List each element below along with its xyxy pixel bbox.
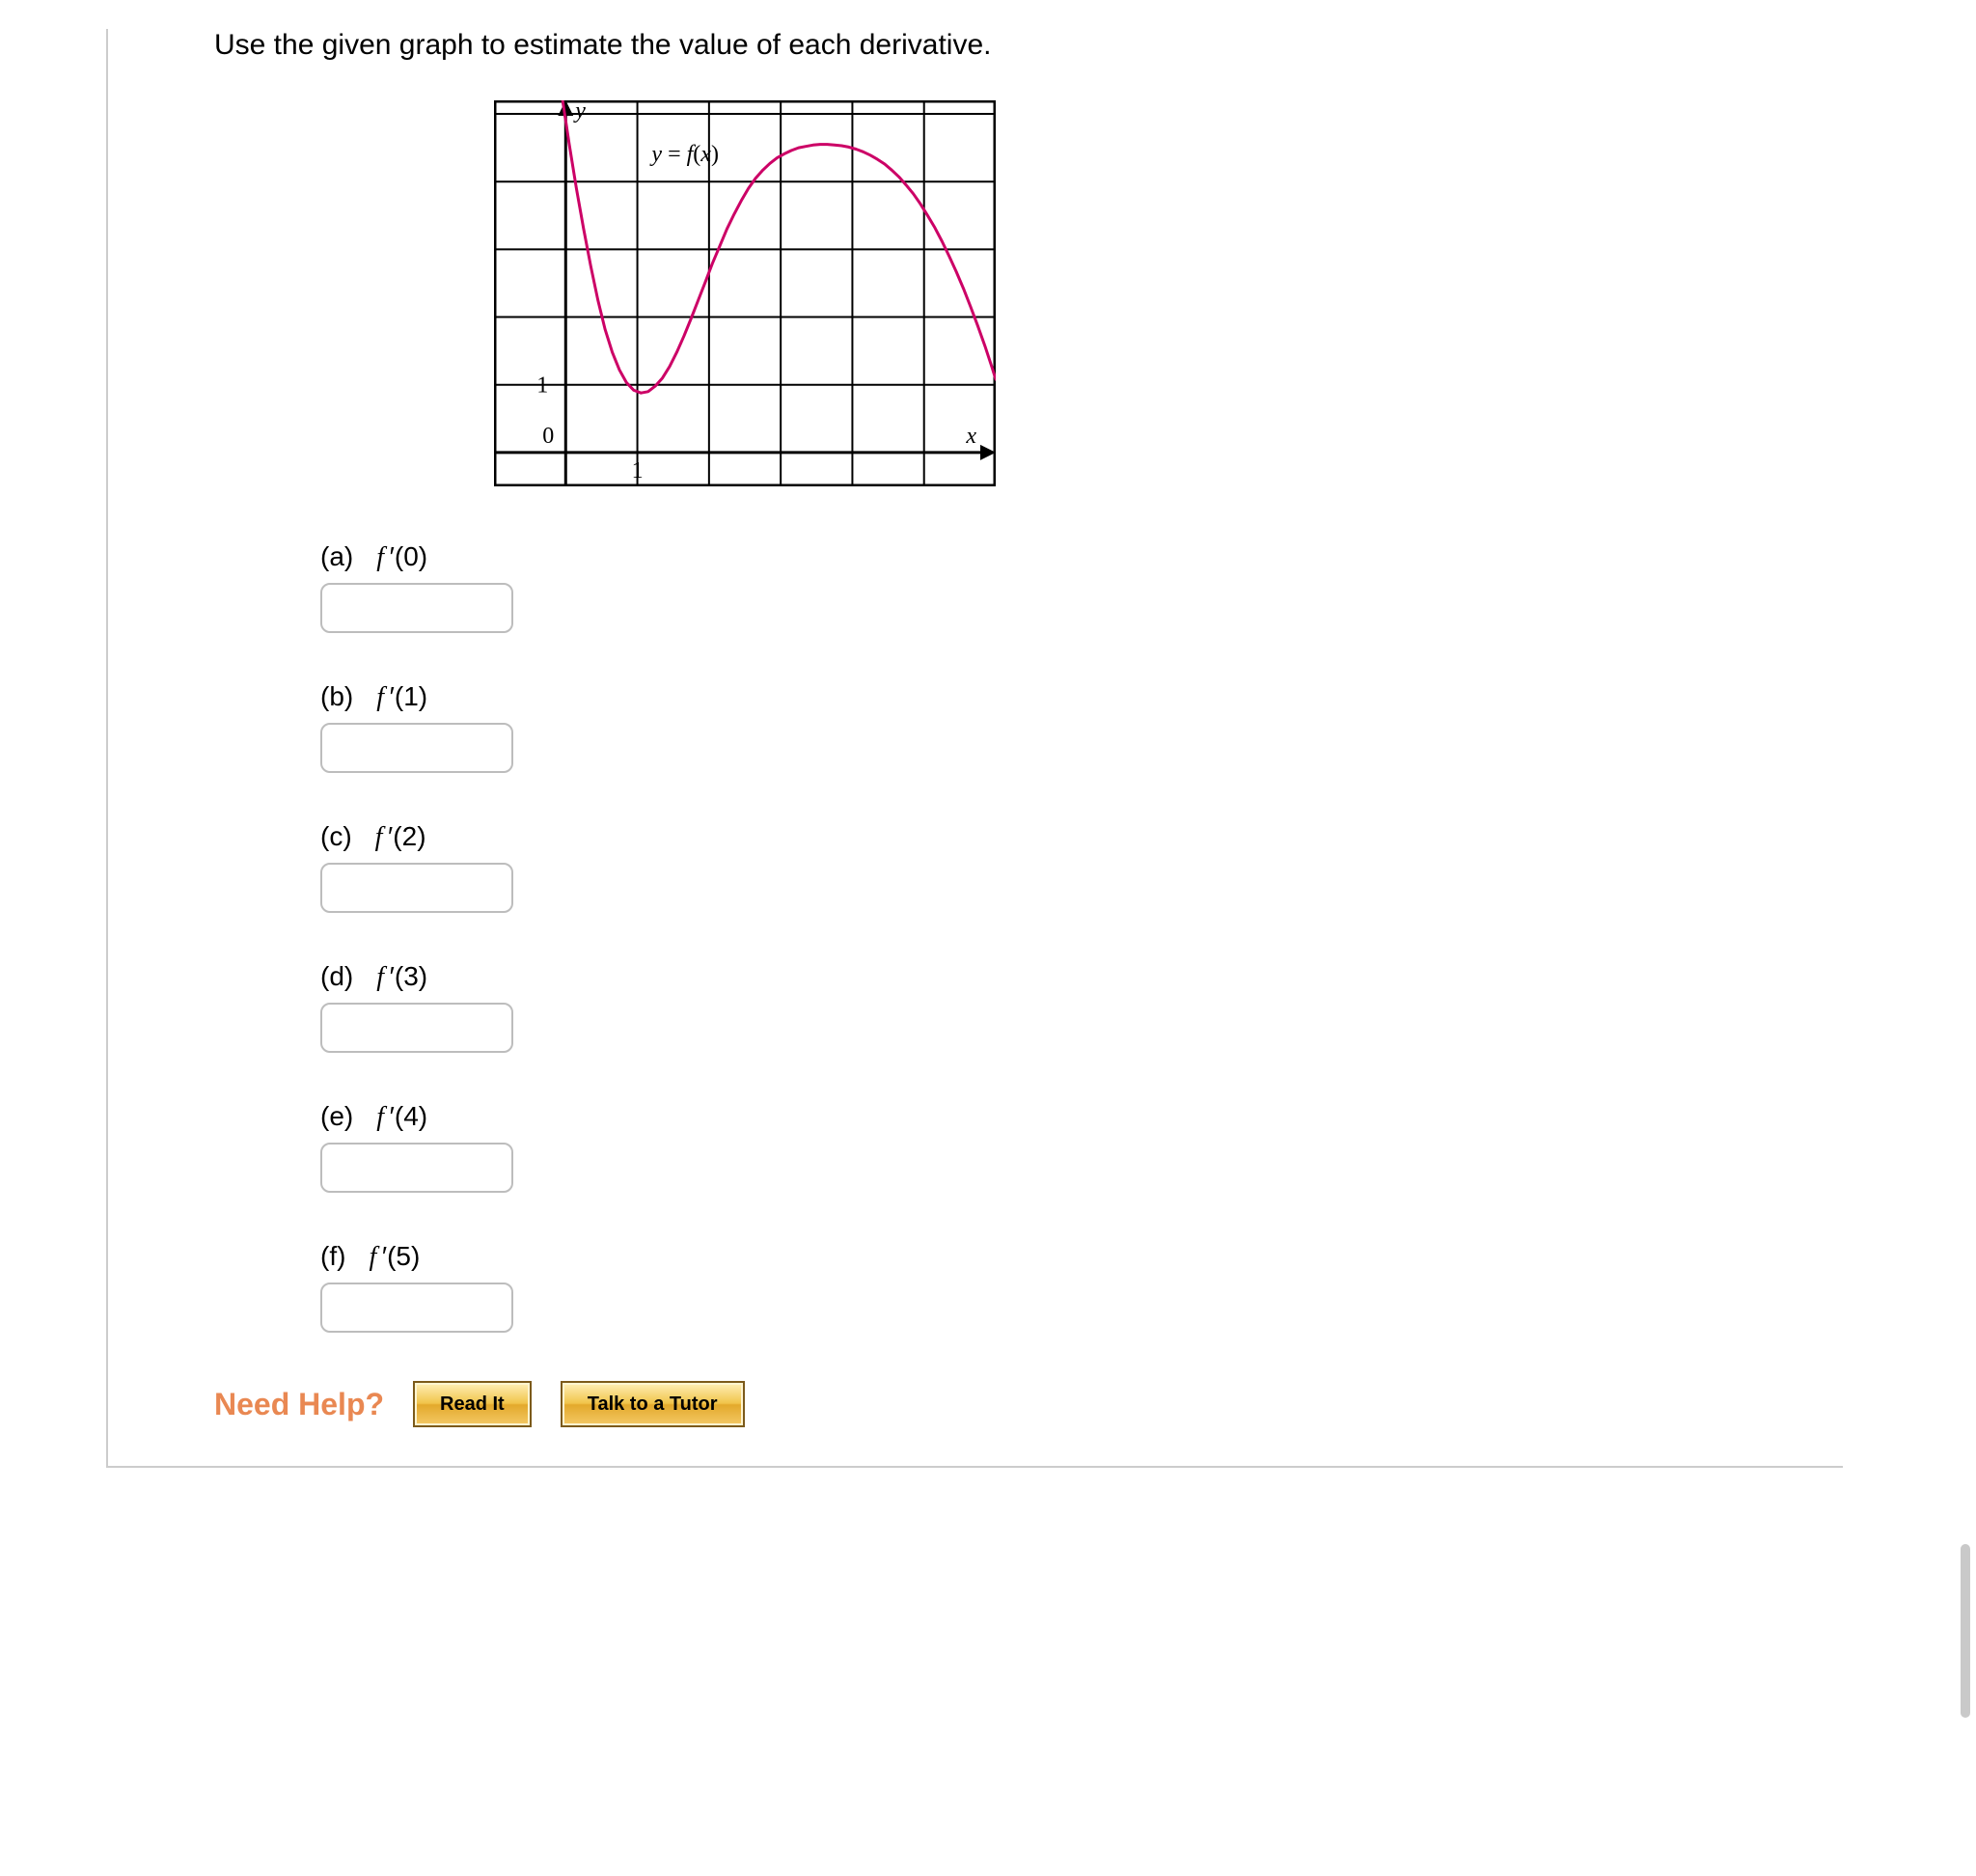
part-label: (d) f ′(3) — [320, 961, 1843, 993]
part-letter: (b) — [320, 681, 353, 711]
answer-input-3[interactable] — [320, 1003, 513, 1053]
part-expression: f ′(0) — [376, 541, 427, 571]
svg-text:0: 0 — [542, 424, 554, 449]
graph-svg: y y = f(x) x 0 1 1 — [494, 100, 996, 486]
svg-text:y: y — [573, 100, 586, 124]
question-prompt: Use the given graph to estimate the valu… — [214, 29, 1843, 62]
part-letter: (d) — [320, 961, 353, 991]
part-label: (b) f ′(1) — [320, 681, 1843, 713]
answer-input-0[interactable] — [320, 583, 513, 633]
part-expression: f ′(4) — [376, 1101, 427, 1131]
question-part: (b) f ′(1) — [320, 681, 1843, 773]
part-letter: (a) — [320, 541, 353, 571]
part-letter: (e) — [320, 1101, 353, 1131]
question-part: (d) f ′(3) — [320, 961, 1843, 1053]
answer-input-2[interactable] — [320, 863, 513, 913]
scrollbar-thumb[interactable] — [1961, 1544, 1970, 1718]
graph-figure: y y = f(x) x 0 1 1 — [494, 100, 1843, 493]
part-letter: (c) — [320, 821, 352, 851]
need-help-label: Need Help? — [214, 1387, 384, 1422]
part-label: (f) f ′(5) — [320, 1241, 1843, 1273]
part-expression: f ′(3) — [376, 961, 427, 991]
question-part: (e) f ′(4) — [320, 1101, 1843, 1193]
question-part: (f) f ′(5) — [320, 1241, 1843, 1333]
part-letter: (f) — [320, 1241, 345, 1271]
question-part: (c) f ′(2) — [320, 821, 1843, 913]
answer-input-1[interactable] — [320, 723, 513, 773]
part-expression: f ′(1) — [376, 681, 427, 711]
part-label: (e) f ′(4) — [320, 1101, 1843, 1133]
svg-text:x: x — [965, 424, 976, 449]
part-label: (a) f ′(0) — [320, 541, 1843, 573]
svg-text:1: 1 — [536, 373, 548, 399]
read-it-button[interactable]: Read It — [413, 1381, 532, 1427]
part-expression: f ′(2) — [375, 821, 426, 851]
part-expression: f ′(5) — [369, 1241, 420, 1271]
talk-to-tutor-button[interactable]: Talk to a Tutor — [561, 1381, 745, 1427]
part-label: (c) f ′(2) — [320, 821, 1843, 853]
svg-text:1: 1 — [632, 458, 644, 483]
svg-text:y = f(x): y = f(x) — [649, 142, 719, 167]
answer-input-4[interactable] — [320, 1143, 513, 1193]
question-part: (a) f ′(0) — [320, 541, 1843, 633]
answer-input-5[interactable] — [320, 1283, 513, 1333]
